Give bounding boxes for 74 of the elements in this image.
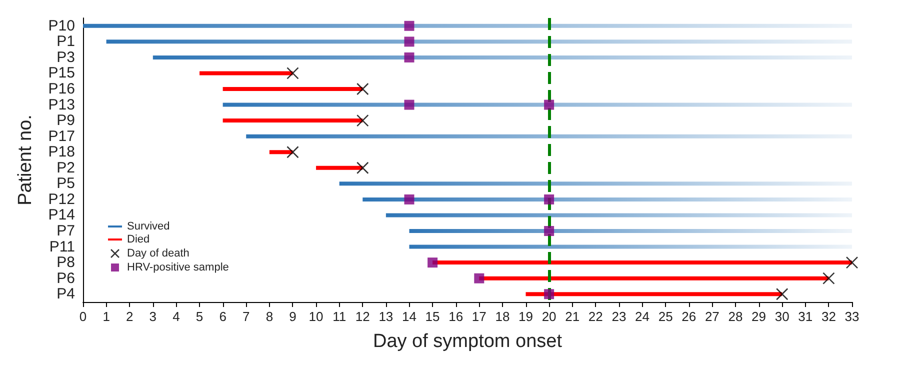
x-tick-label: 20 [542,309,556,324]
y-tick-label: P10 [48,17,75,34]
y-tick-label: P1 [56,33,75,50]
legend-label: Died [127,234,150,246]
y-tick-label: P15 [48,64,75,82]
y-tick-label: P5 [56,175,75,192]
y-tick-label: P4 [56,286,75,303]
x-tick-label: 29 [752,309,766,324]
x-tick-label: 9 [289,309,296,324]
y-tick-label: P6 [56,270,75,287]
y-tick-label: P7 [56,222,75,240]
x-tick-label: 32 [821,309,836,324]
x-tick-label: 25 [658,309,673,324]
x-tick-label: 23 [612,309,626,324]
bar [409,244,852,249]
x-tick-label: 5 [196,309,204,324]
bar [246,134,852,138]
y-tick-label: P3 [56,48,75,66]
x-tick-label: 16 [448,309,464,324]
x-tick-label: 7 [242,309,250,324]
x-tick-label: 26 [682,309,696,324]
bar [106,40,852,44]
x-tick-label: 12 [355,309,370,324]
legend-label: Survived [127,220,170,232]
bar [386,213,852,218]
bar [526,292,782,296]
bar [83,24,852,28]
x-tick-label: 33 [844,309,860,324]
bar [222,118,363,123]
bar [409,229,852,233]
bar [222,102,852,107]
x-tick-label: 17 [472,309,486,324]
x-tick-label: 1 [102,309,110,324]
x-tick-label: 13 [378,309,394,324]
x-tick-label: 15 [425,309,440,324]
x-tick-label: 19 [518,309,533,324]
y-tick-label: P11 [49,238,75,256]
x-tick-label: 24 [635,309,650,324]
x-tick-label: 3 [149,309,157,324]
bar [269,150,293,154]
x-tick-label: 4 [172,309,180,324]
y-tick-label: P13 [48,96,75,114]
bar [152,55,852,60]
y-axis-title: Patient no. [15,114,36,206]
y-tick-label: P17 [48,128,75,145]
x-tick-label: 22 [588,309,603,324]
x-tick-label: 10 [308,309,324,324]
bar [316,166,363,170]
x-tick-label: 2 [126,309,134,324]
x-tick-label: 31 [798,309,813,324]
bar [200,71,293,76]
y-tick-label: P14 [48,206,75,224]
x-tick-label: 11 [332,309,346,324]
x-tick-label: 8 [266,309,274,324]
y-tick-label: P8 [56,254,75,272]
legend-label: Day of death [127,248,190,260]
y-tick-label: P9 [56,112,75,130]
x-tick-label: 14 [402,309,416,324]
y-tick-label: P12 [48,190,75,208]
y-tick-label: P18 [48,144,75,161]
x-tick-label: 0 [79,309,87,324]
x-tick-label: 27 [704,309,720,324]
bar [222,87,363,91]
legend-label: HRV-positive sample [127,262,229,274]
x-tick-label: 6 [219,309,226,324]
x-tick-label: 21 [565,309,580,324]
y-tick-label: P16 [48,80,75,98]
bar [339,182,852,186]
x-tick-label: 30 [774,309,790,324]
y-tick-label: P2 [56,159,75,176]
x-tick-label: 28 [728,309,743,324]
bar [362,197,852,202]
x-tick-label: 18 [495,309,510,324]
x-axis-title: Day of symptom onset [372,331,563,352]
